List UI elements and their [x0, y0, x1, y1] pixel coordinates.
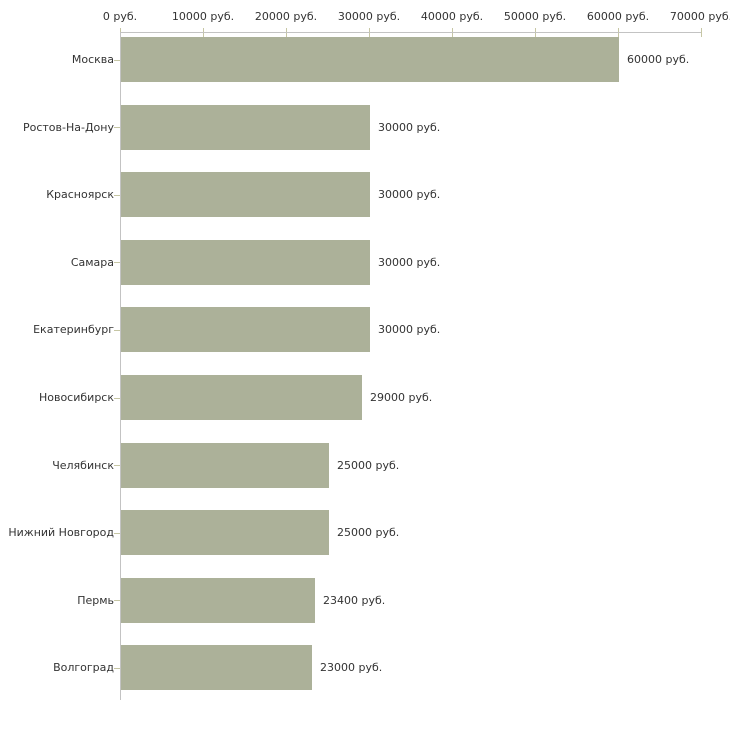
x-axis-tick-label: 40000 руб. — [420, 10, 484, 23]
y-axis-line — [120, 32, 121, 700]
category-label: Екатеринбург — [33, 323, 114, 336]
bar-value-label: 23000 руб. — [320, 661, 383, 674]
bar — [121, 37, 619, 82]
x-axis-tick-label: 60000 руб. — [586, 10, 650, 23]
category-label: Пермь — [77, 594, 114, 607]
bar-value-label: 30000 руб. — [378, 121, 441, 134]
bar — [121, 577, 315, 623]
category-label: Волгоград — [53, 661, 114, 674]
bar — [121, 442, 329, 488]
bar-value-label: 30000 руб. — [378, 323, 441, 336]
y-axis-tick-mark — [114, 262, 120, 263]
y-axis-tick-mark — [114, 195, 120, 196]
bar-value-label: 60000 руб. — [627, 53, 690, 66]
category-label: Новосибирск — [38, 391, 114, 404]
bar — [121, 239, 370, 285]
y-axis-tick-mark — [114, 600, 120, 601]
x-axis-tick-label: 30000 руб. — [337, 10, 401, 23]
y-axis-tick-mark — [114, 330, 120, 331]
x-axis-tick-mark — [701, 28, 702, 37]
category-label: Ростов-На-Дону — [22, 121, 114, 134]
category-label: Челябинск — [52, 459, 114, 472]
bar — [121, 645, 312, 691]
y-axis-tick-mark — [114, 60, 120, 61]
x-axis-tick-label: 0 руб. — [102, 10, 138, 23]
x-axis-line — [120, 32, 701, 33]
bar — [121, 172, 370, 218]
bar — [121, 307, 370, 353]
y-axis-tick-mark — [114, 668, 120, 669]
y-axis-tick-mark — [114, 465, 120, 466]
bar-value-label: 25000 руб. — [337, 459, 400, 472]
x-axis-tick-label: 10000 руб. — [171, 10, 235, 23]
category-label: Нижний Новгород — [8, 526, 114, 539]
bar — [121, 104, 370, 150]
x-axis-tick-label: 20000 руб. — [254, 10, 318, 23]
category-label: Красноярск — [46, 188, 114, 201]
bar-value-label: 23400 руб. — [323, 594, 386, 607]
y-axis-tick-mark — [114, 533, 120, 534]
category-label: Москва — [71, 53, 114, 66]
bar-value-label: 30000 руб. — [378, 256, 441, 269]
bar — [121, 510, 329, 556]
bar-value-label: 29000 руб. — [370, 391, 433, 404]
x-axis-tick-label: 70000 руб. — [669, 10, 730, 23]
y-axis-tick-mark — [114, 398, 120, 399]
y-axis-tick-mark — [114, 127, 120, 128]
bar-value-label: 30000 руб. — [378, 188, 441, 201]
bar-value-label: 25000 руб. — [337, 526, 400, 539]
x-axis-tick-label: 50000 руб. — [503, 10, 567, 23]
category-label: Самара — [70, 256, 114, 269]
bar — [121, 375, 362, 420]
